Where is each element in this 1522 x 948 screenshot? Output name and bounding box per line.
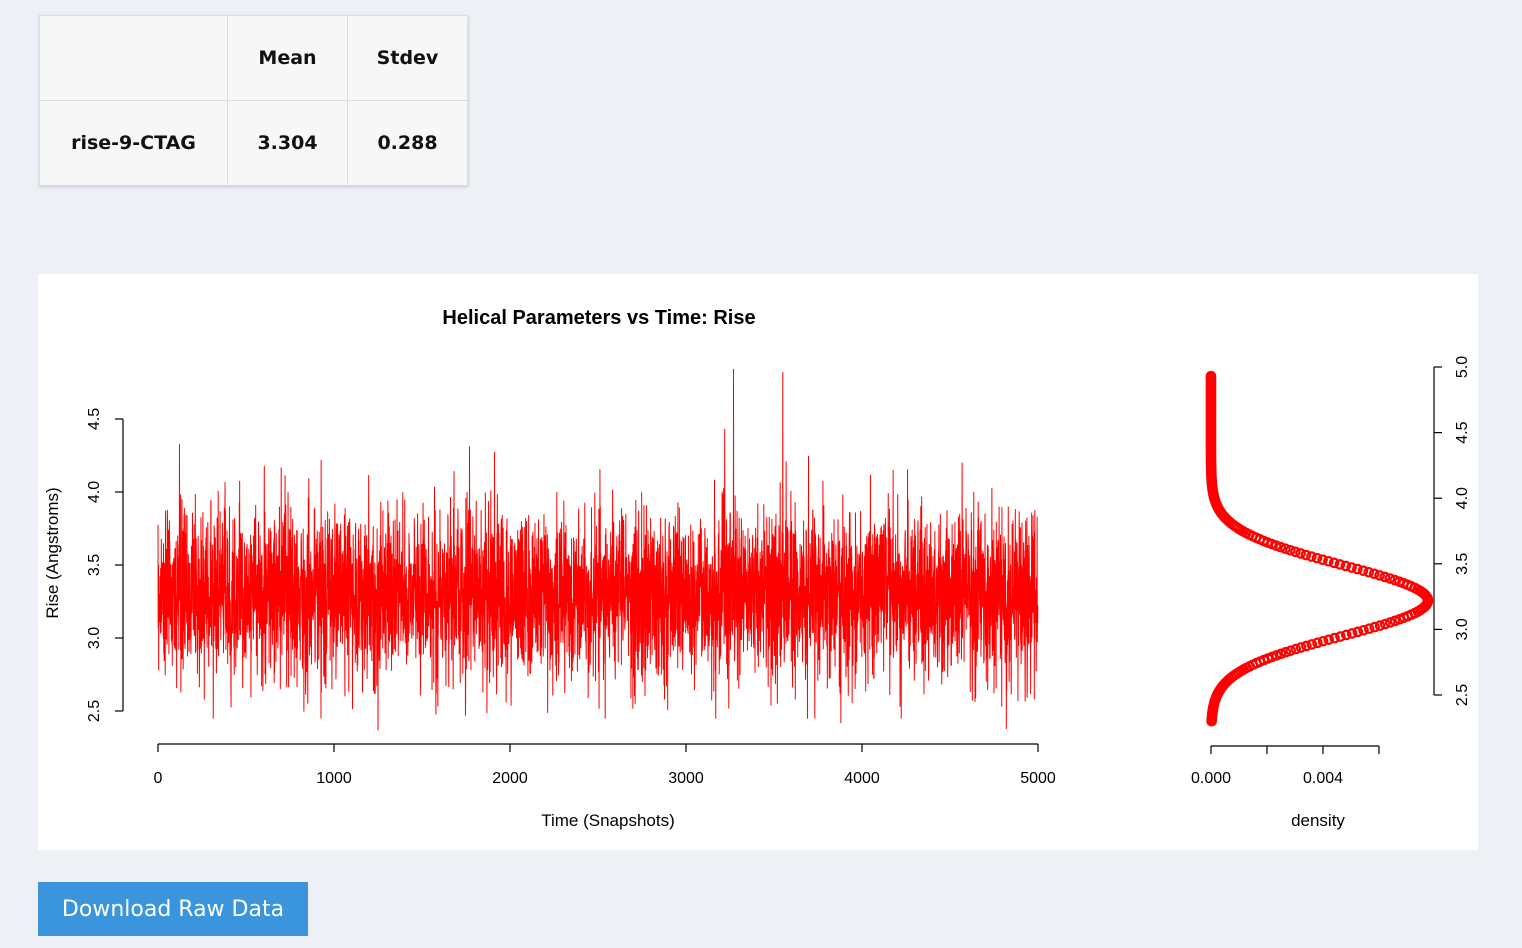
- density-point: [1205, 370, 1217, 382]
- density-point: [1323, 555, 1334, 567]
- density-point: [1384, 617, 1396, 628]
- density-point: [1340, 560, 1352, 572]
- x-axis-label: Time (Snapshots): [541, 811, 675, 830]
- density-point: [1335, 631, 1346, 642]
- density-point: [1368, 568, 1380, 580]
- density-y-tick-label: 2.5: [1454, 684, 1471, 706]
- density-y-tick-label: 4.0: [1454, 487, 1471, 509]
- density-point: [1323, 634, 1335, 645]
- density-point: [1334, 559, 1346, 570]
- density-point: [1346, 562, 1357, 573]
- table-header-blank: [39, 15, 228, 101]
- density-point: [1317, 635, 1329, 647]
- chart-title: Helical Parameters vs Time: Rise: [442, 307, 755, 329]
- y-axis-label: Rise (Angstroms): [43, 487, 62, 618]
- x-tick-label: 5000: [1020, 770, 1056, 787]
- density-y-tick-label: 3.0: [1454, 618, 1471, 640]
- density-point: [1300, 549, 1312, 561]
- density-point: [1301, 640, 1312, 652]
- download-raw-data-button[interactable]: Download Raw Data: [38, 882, 308, 936]
- density-y-tick-label: 3.5: [1454, 553, 1471, 575]
- density-point: [1295, 642, 1307, 653]
- density-point: [1290, 546, 1301, 558]
- density-point: [1369, 621, 1380, 633]
- density-x-tick-label: 0.000: [1191, 770, 1231, 787]
- x-tick-label: 4000: [844, 770, 880, 787]
- density-point: [1374, 570, 1385, 581]
- density-axis-label: density: [1291, 811, 1345, 830]
- density-point: [1312, 637, 1323, 649]
- time-series-plot: 0 1000 2000 3000 4000 5000 2.5 3.0 3.5 4.0 4.5: [86, 368, 1056, 787]
- plot-panel: Helical Parameters vs Time: Rise Time (S…: [38, 274, 1478, 850]
- table-header-mean: Mean: [227, 15, 348, 101]
- density-point: [1352, 626, 1364, 638]
- density-point: [1306, 639, 1318, 650]
- density-y-tick-label: 4.5: [1454, 421, 1471, 443]
- density-point: [1328, 557, 1340, 569]
- y-tick-label: 4.0: [86, 481, 103, 503]
- rise-chart: Helical Parameters vs Time: Rise Time (S…: [43, 307, 1471, 830]
- density-point: [1295, 548, 1306, 559]
- x-tick-label: 0: [154, 770, 163, 787]
- density-point: [1352, 563, 1363, 575]
- y-tick-label: 2.5: [86, 700, 103, 722]
- density-point: [1317, 554, 1328, 565]
- row-label: rise-9-CTAG: [39, 100, 228, 186]
- density-point: [1285, 645, 1297, 656]
- density-point: [1280, 646, 1292, 658]
- table-row: rise-9-CTAG 3.304 0.288: [39, 100, 468, 186]
- density-x-tick-label: 0.004: [1303, 770, 1343, 787]
- density-point: [1379, 618, 1391, 630]
- density-point: [1358, 624, 1369, 636]
- density-point: [1311, 552, 1323, 564]
- y-tick-label: 4.5: [86, 408, 103, 430]
- density-point: [1389, 574, 1400, 586]
- x-tick-label: 2000: [492, 770, 528, 787]
- stats-table: Mean Stdev rise-9-CTAG 3.304 0.288: [39, 15, 468, 186]
- density-y-tick-label: 5.0: [1454, 356, 1471, 378]
- y-tick-label: 3.0: [86, 627, 103, 649]
- density-point: [1285, 544, 1296, 556]
- table-header-stdev: Stdev: [347, 15, 468, 101]
- density-point: [1280, 543, 1291, 555]
- density-point: [1306, 551, 1317, 562]
- density-plot: 0.000 0.004 2.5 3.0 3.5 4.0 4.5 5.0: [1191, 356, 1471, 787]
- density-point: [1340, 629, 1352, 641]
- x-tick-label: 1000: [316, 770, 352, 787]
- density-point: [1346, 628, 1358, 639]
- density-point: [1363, 566, 1375, 578]
- y-tick-label: 3.5: [86, 554, 103, 576]
- density-point: [1275, 648, 1287, 660]
- row-mean: 3.304: [227, 100, 348, 186]
- density-point: [1384, 573, 1396, 584]
- table-header-row: Mean Stdev: [39, 15, 468, 101]
- density-point: [1363, 623, 1375, 634]
- density-point: [1379, 571, 1391, 583]
- density-point: [1329, 632, 1340, 644]
- density-point: [1290, 643, 1302, 655]
- row-stdev: 0.288: [347, 100, 468, 186]
- x-tick-label: 3000: [668, 770, 704, 787]
- rise-series-line: [157, 368, 1039, 731]
- density-point: [1374, 620, 1386, 631]
- density-point: [1357, 565, 1369, 576]
